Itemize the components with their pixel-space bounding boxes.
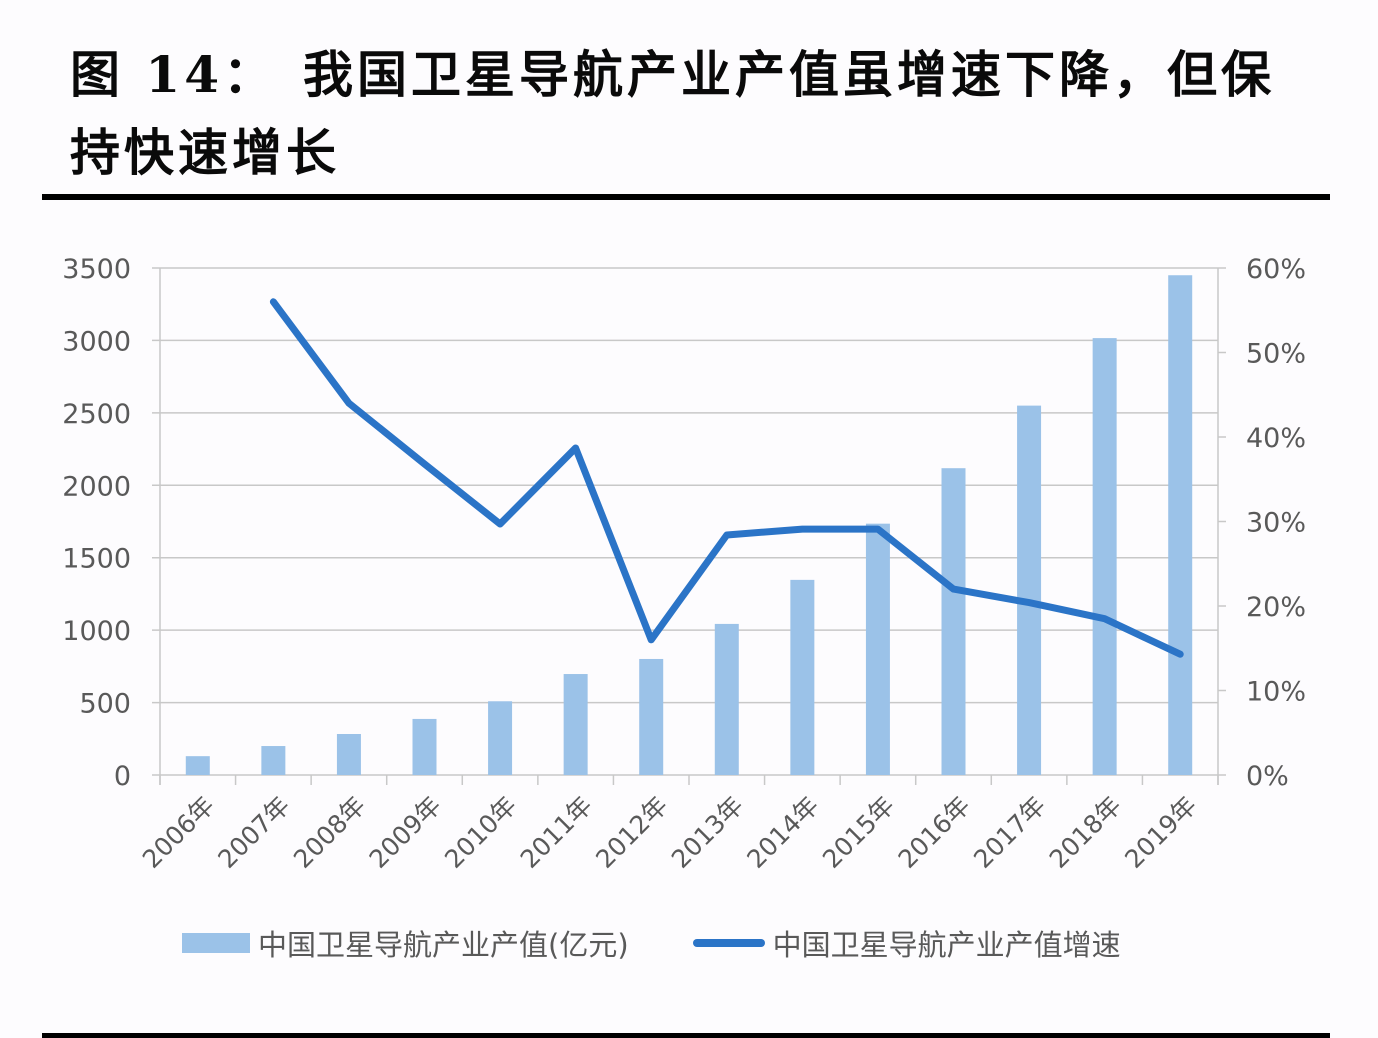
x-axis-tick-label: 2016年 xyxy=(893,791,976,874)
left-axis-tick-label: 3000 xyxy=(62,326,131,357)
x-axis-tick-label: 2006年 xyxy=(137,791,220,874)
gridlines xyxy=(152,267,1218,776)
right-axis-tick-label: 40% xyxy=(1246,423,1306,454)
bar xyxy=(1168,275,1193,775)
legend-line-swatch xyxy=(692,939,765,947)
left-axis-tick-label: 1000 xyxy=(62,616,131,647)
right-axis-tick-label: 10% xyxy=(1246,677,1306,708)
right-axis-tick-label: 20% xyxy=(1246,592,1306,623)
legend: 中国卫星导航产业产值(亿元) 中国卫星导航产业产值增速 xyxy=(182,922,1185,964)
x-axis-tick-label: 2013年 xyxy=(666,791,749,874)
x-axis-tick-label: 2015年 xyxy=(817,791,900,874)
bar xyxy=(1092,338,1117,775)
bar-series xyxy=(185,275,1193,775)
right-axis-labels: 0% 10% 20% 30% 40% 50% 60% xyxy=(1246,254,1306,792)
bar xyxy=(336,734,361,775)
line-series xyxy=(269,298,1184,658)
title-line-2: 持快速增长 xyxy=(70,123,340,182)
bottom-divider xyxy=(42,1033,1330,1038)
x-axis-tick-label: 2019年 xyxy=(1119,791,1202,874)
right-axis-tick-label: 30% xyxy=(1246,508,1306,539)
bar xyxy=(488,701,513,775)
bar xyxy=(261,746,286,775)
left-axis-labels: 0 500 1000 1500 2000 2500 3000 3500 xyxy=(62,254,131,792)
left-axis-tick-label: 2500 xyxy=(62,399,131,430)
bar xyxy=(639,658,664,775)
legend-bar-label: 中国卫星导航产业产值(亿元) xyxy=(258,928,629,962)
x-axis-tick-label: 2012年 xyxy=(590,791,673,874)
right-axis-tick-label: 60% xyxy=(1246,254,1306,285)
figure-title: 图 14： 我国卫星导航产业产值虽增速下降，但保 持快速增长 xyxy=(70,36,1320,192)
left-axis-tick-label: 3500 xyxy=(62,254,131,285)
legend-item-line: 中国卫星导航产业产值增速 xyxy=(692,922,1121,964)
title-line-1: 我国卫星导航产业产值虽增速下降，但保 xyxy=(303,45,1275,104)
bar xyxy=(563,674,588,775)
x-axis-labels: 2006年2007年2008年2009年2010年2011年2012年2013年… xyxy=(137,791,1203,874)
legend-line-label: 中国卫星导航产业产值增速 xyxy=(772,928,1121,962)
x-axis-tick-label: 2007年 xyxy=(212,791,295,874)
x-axis-tick-label: 2014年 xyxy=(741,791,824,874)
bar xyxy=(1017,405,1042,775)
top-divider xyxy=(42,194,1330,200)
right-axis-tick-label: 0% xyxy=(1246,761,1289,792)
bar xyxy=(412,718,437,775)
bar xyxy=(185,756,210,775)
x-axis-tick-label: 2008年 xyxy=(288,791,371,874)
x-axis-tick-label: 2010年 xyxy=(439,791,522,874)
left-axis-tick-label: 1500 xyxy=(62,544,131,575)
x-axis-tick-label: 2017年 xyxy=(968,791,1051,874)
left-axis-tick-label: 2000 xyxy=(62,471,131,502)
x-axis-tick-label: 2011年 xyxy=(515,791,598,874)
bar xyxy=(714,623,739,775)
right-axis-tick-label: 50% xyxy=(1246,339,1306,370)
legend-bar-swatch xyxy=(182,933,250,953)
figure-number: 图 14： xyxy=(70,45,277,104)
left-axis-tick-label: 0 xyxy=(114,761,131,792)
bar xyxy=(865,523,890,775)
left-axis-tick-label: 500 xyxy=(79,689,131,720)
bar xyxy=(941,468,966,775)
x-axis-tick-label: 2009年 xyxy=(364,791,447,874)
x-axis-tick-label: 2018年 xyxy=(1044,791,1127,874)
legend-item-bar: 中国卫星导航产业产值(亿元) xyxy=(182,922,629,964)
axes xyxy=(159,267,1226,785)
bar xyxy=(790,579,815,775)
growth-line xyxy=(269,298,1184,658)
